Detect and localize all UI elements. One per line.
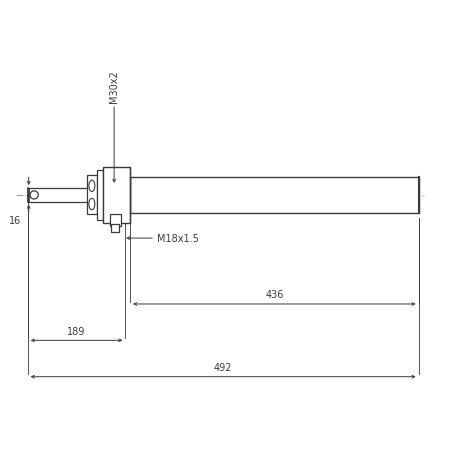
- Text: 189: 189: [67, 326, 86, 336]
- Bar: [109, 215, 121, 226]
- Bar: [111, 224, 119, 232]
- Bar: [28, 189, 125, 202]
- Bar: [87, 176, 97, 215]
- Ellipse shape: [89, 181, 95, 192]
- Bar: [130, 177, 418, 213]
- Circle shape: [30, 191, 38, 200]
- Bar: [102, 168, 130, 224]
- Bar: [97, 171, 102, 220]
- Text: 436: 436: [264, 290, 283, 300]
- Ellipse shape: [89, 199, 95, 210]
- Text: M18x1.5: M18x1.5: [157, 234, 199, 244]
- Text: 492: 492: [213, 362, 232, 372]
- Text: M30x2: M30x2: [109, 70, 119, 102]
- Text: 16: 16: [9, 215, 21, 225]
